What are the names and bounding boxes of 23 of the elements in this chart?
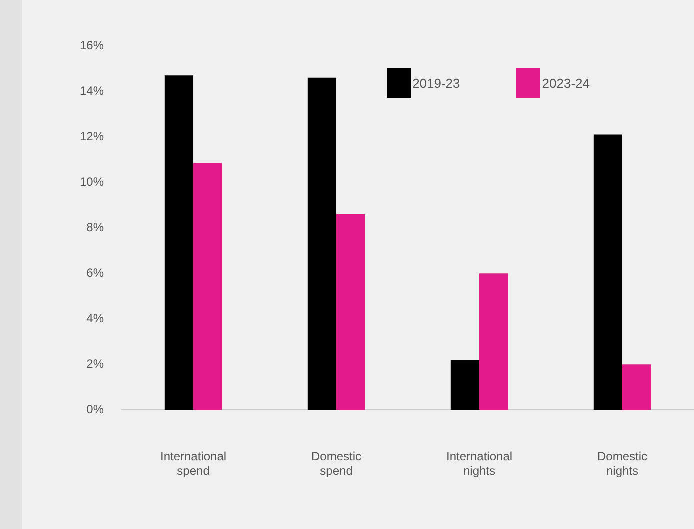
bar bbox=[480, 274, 508, 410]
y-tick-label: 2% bbox=[86, 356, 104, 371]
y-tick-label: 14% bbox=[80, 84, 104, 98]
bar bbox=[164, 76, 194, 410]
y-tick-label: 6% bbox=[86, 266, 104, 280]
bar bbox=[450, 360, 480, 410]
bar bbox=[622, 364, 652, 410]
legend-label: 2023-24 bbox=[542, 76, 590, 90]
y-tick-label: 16% bbox=[80, 38, 104, 52]
y-tick-label: 10% bbox=[80, 174, 104, 189]
x-tick-label: International spend bbox=[160, 450, 227, 478]
bar bbox=[308, 78, 337, 410]
x-tick-label: Domestic spend bbox=[312, 450, 362, 478]
bar bbox=[194, 163, 222, 410]
bar bbox=[594, 134, 622, 410]
x-tick-label: Domestic nights bbox=[597, 450, 648, 478]
bar bbox=[336, 214, 366, 410]
y-tick-label: 0% bbox=[86, 402, 104, 417]
x-tick-label: International nights bbox=[446, 450, 513, 478]
y-tick-label: 8% bbox=[86, 220, 104, 234]
legend-label: 2019-23 bbox=[412, 76, 460, 90]
y-tick-label: 4% bbox=[86, 311, 104, 326]
y-tick-label: 12% bbox=[80, 129, 104, 144]
